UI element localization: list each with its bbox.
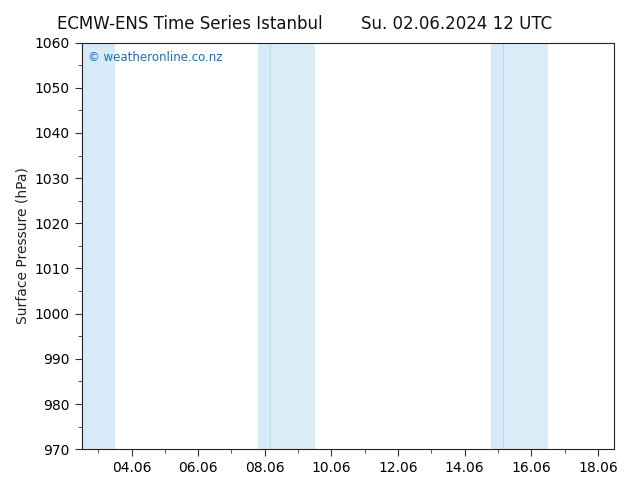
- Bar: [270, 43, 314, 449]
- Bar: [82, 43, 115, 449]
- Text: © weatheronline.co.nz: © weatheronline.co.nz: [88, 51, 223, 65]
- Bar: [503, 43, 548, 449]
- Y-axis label: Surface Pressure (hPa): Surface Pressure (hPa): [15, 168, 29, 324]
- Text: ECMW-ENS Time Series Istanbul: ECMW-ENS Time Series Istanbul: [58, 15, 323, 33]
- Bar: [491, 43, 503, 449]
- Text: Su. 02.06.2024 12 UTC: Su. 02.06.2024 12 UTC: [361, 15, 552, 33]
- Bar: [258, 43, 270, 449]
